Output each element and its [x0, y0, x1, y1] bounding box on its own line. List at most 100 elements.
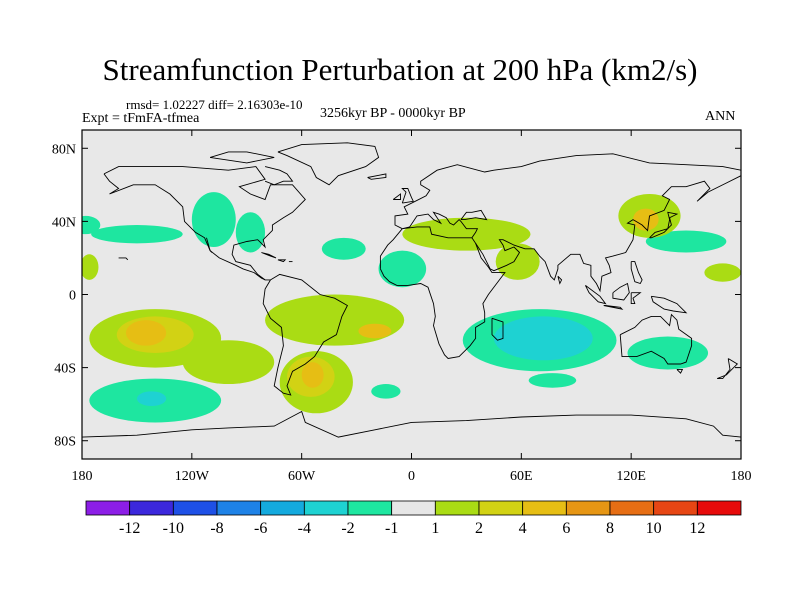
coastline-0: [103, 166, 348, 396]
y-tick-label-3: 40S: [54, 362, 76, 377]
colorbar-box-14: [696, 500, 742, 516]
contour-region-23: [136, 391, 167, 406]
coastline-14: [475, 175, 741, 293]
contour-region-1: [235, 212, 266, 253]
axis-ticks: 180 120W 60W 0 60E 120E 180 80N 40N 0 40S 80S: [52, 130, 752, 484]
colorbar-label-8: 2: [475, 520, 483, 537]
x-tick-label-0: 180: [72, 469, 93, 484]
colorbar-box-10: [522, 500, 567, 516]
coastline-26: [82, 410, 741, 438]
coastline-7: [392, 193, 401, 200]
colorbar-label-10: 6: [562, 520, 570, 537]
coastline-12: [379, 237, 506, 359]
coastline-9: [402, 211, 479, 239]
x-tick-label-1: 120W: [175, 469, 210, 484]
x-tick-label-5: 120E: [616, 469, 646, 484]
coastline-3: [277, 142, 380, 186]
colorbar: -12 -10 -8 -6 -4 -2 -1 1 2 4 6 8 10 12: [85, 500, 742, 537]
contour-region-21: [358, 323, 392, 339]
coastline-11: [379, 228, 403, 269]
y-tick-label-2: 0: [69, 289, 76, 304]
contour-region-7: [645, 230, 727, 253]
colorbar-label-1: -10: [163, 520, 184, 537]
contour-region-2: [91, 225, 183, 244]
coastline-27: [261, 252, 277, 259]
y-tick-label-4: 80S: [54, 435, 76, 450]
colorbar-box-13: [653, 500, 698, 516]
colorbar-label-7: 1: [431, 520, 439, 537]
contour-region-25: [493, 316, 593, 361]
contour-fills: [82, 192, 741, 423]
contour-region-9: [402, 217, 531, 251]
colorbar-label-6: -1: [385, 520, 398, 537]
colorbar-box-2: [172, 500, 218, 516]
coastline-21: [630, 261, 643, 285]
x-tick-label-2: 60W: [288, 469, 316, 484]
colorbar-box-3: [216, 500, 262, 516]
coastline-31: [118, 257, 129, 261]
contour-region-27: [627, 336, 709, 370]
colorbar-label-3: -6: [254, 520, 267, 537]
coastline-15: [557, 275, 563, 285]
contour-region-26: [528, 373, 577, 388]
colorbar-label-13: 12: [689, 520, 705, 537]
colorbar-box-5: [303, 500, 349, 516]
x-tick-label-3: 0: [408, 469, 415, 484]
coastline-4: [209, 151, 275, 164]
coastline-19: [612, 282, 630, 301]
colorbar-box-4: [260, 500, 305, 516]
y-tick-label-0: 80N: [52, 142, 76, 157]
experiment-label: Expt = tFmFA-tfmea: [82, 111, 200, 126]
contour-region-0: [191, 192, 236, 247]
contour-region-12: [632, 208, 659, 231]
coastline-17: [584, 285, 607, 305]
contour-region-5: [321, 237, 366, 260]
colorbar-label-9: 4: [519, 520, 527, 537]
contour-region-19: [301, 362, 324, 388]
colorbar-label-5: -2: [341, 520, 354, 537]
coastline-25: [717, 358, 739, 380]
colorbar-box-8: [434, 500, 480, 516]
coastline-24: [676, 368, 684, 374]
coastline-28: [277, 259, 287, 263]
colorbar-box-7: [391, 500, 436, 516]
colorbar-box-1: [129, 500, 174, 516]
stats-label: rmsd= 1.02227 diff= 2.16303e-10: [126, 97, 303, 112]
coastline-8: [367, 173, 387, 180]
x-tick-label-4: 60E: [510, 469, 533, 484]
coastlines: [82, 142, 741, 438]
contour-region-8: [704, 263, 741, 282]
contour-region-4: [82, 254, 99, 280]
colorbar-label-2: -8: [210, 520, 223, 537]
contour-region-14: [182, 340, 275, 385]
season-label: ANN: [705, 109, 736, 124]
colorbar-label-12: 10: [646, 520, 662, 537]
coastline-1: [103, 173, 266, 281]
contour-region-16: [125, 320, 167, 346]
contour-region-3: [82, 215, 101, 235]
contour-region-28: [371, 384, 401, 399]
colorbar-label-0: -12: [119, 520, 140, 537]
colorbar-box-9: [478, 500, 524, 516]
colorbar-box-6: [347, 500, 393, 516]
y-tick-label-1: 40N: [52, 215, 76, 230]
coastline-23: [619, 313, 693, 365]
chart-title: Streamfunction Perturbation at 200 hPa (…: [102, 52, 698, 87]
coastline-30: [264, 166, 294, 186]
coastline-6: [401, 188, 414, 204]
coastline-20: [630, 292, 642, 305]
colorbar-box-11: [565, 500, 611, 516]
coastline-18: [603, 305, 624, 310]
coastline-5: [394, 153, 741, 230]
colorbar-box-0: [85, 500, 131, 516]
colorbar-label-11: 8: [606, 520, 614, 537]
coastline-16: [649, 211, 679, 239]
contour-region-20: [265, 294, 405, 346]
coastline-2: [206, 237, 213, 253]
coastline-22: [650, 295, 688, 314]
colorbar-box-12: [609, 500, 655, 516]
coastline-10: [460, 209, 488, 221]
coastline-13: [491, 317, 504, 341]
contour-region-6: [378, 250, 427, 288]
